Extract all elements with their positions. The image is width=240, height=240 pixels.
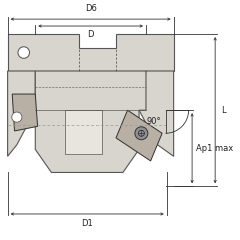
- Text: D6: D6: [85, 4, 96, 13]
- Text: D1: D1: [81, 219, 93, 228]
- Circle shape: [18, 47, 30, 58]
- Text: 90°: 90°: [146, 117, 161, 126]
- Text: D: D: [87, 30, 94, 39]
- Polygon shape: [12, 94, 38, 131]
- Polygon shape: [65, 110, 102, 154]
- Polygon shape: [35, 71, 146, 173]
- Polygon shape: [8, 71, 35, 156]
- Circle shape: [135, 127, 148, 140]
- Polygon shape: [116, 110, 162, 161]
- Polygon shape: [8, 34, 174, 71]
- Text: Ap1 max: Ap1 max: [196, 144, 233, 153]
- Circle shape: [12, 112, 22, 122]
- Text: L: L: [221, 106, 226, 115]
- Polygon shape: [139, 71, 174, 156]
